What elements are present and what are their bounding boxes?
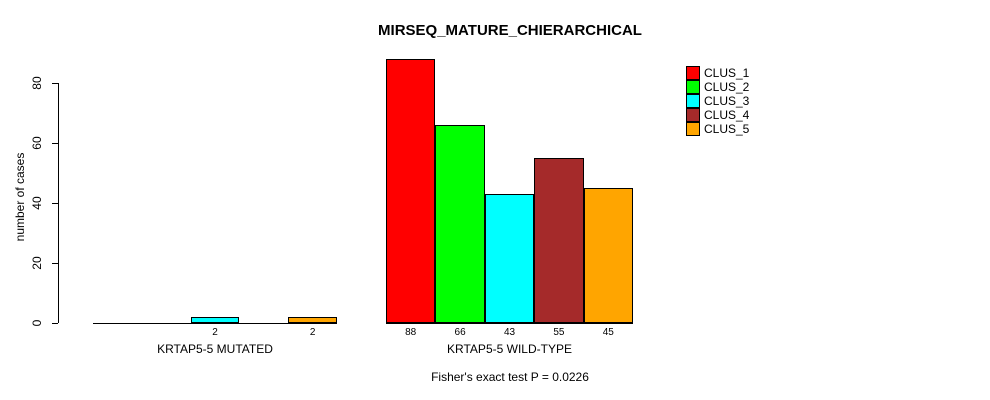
legend-swatch-icon [686, 122, 700, 136]
y-tick [52, 83, 58, 84]
x-category-label: KRTAP5-5 MUTATED [157, 342, 273, 356]
y-tick-label: 20 [30, 256, 44, 270]
y-tick-label: 60 [30, 136, 44, 150]
y-axis-title: number of cases [13, 152, 27, 242]
y-axis-line [58, 83, 59, 323]
y-tick-label: 40 [30, 196, 44, 210]
y-tick-label: 0 [30, 319, 44, 327]
legend-label: CLUS_1 [704, 66, 750, 80]
legend-swatch-icon [686, 66, 700, 80]
chart-title: MIRSEQ_MATURE_CHIERARCHICAL [378, 22, 642, 39]
y-tick [52, 263, 58, 264]
bar-clus_2-wild-type [435, 125, 485, 323]
bar-clus_1-wild-type [386, 59, 436, 323]
bar-value-label: 88 [405, 327, 417, 338]
bar-value-label: 43 [503, 327, 516, 338]
legend-swatch-icon [686, 108, 700, 122]
bar-value-label: 2 [212, 327, 218, 338]
group-baseline [386, 323, 633, 324]
y-tick [52, 203, 58, 204]
bar-value-label: 45 [602, 327, 614, 338]
bar-value-label: 55 [553, 327, 565, 338]
bar-value-label: 66 [454, 327, 466, 338]
legend-label: CLUS_5 [704, 122, 750, 136]
y-tick [52, 323, 58, 324]
bar-value-label: 2 [309, 327, 316, 338]
legend-swatch-icon [686, 94, 700, 108]
y-tick-label: 80 [30, 76, 44, 90]
bar-clus_4-wild-type [534, 158, 584, 323]
group-baseline [93, 323, 337, 324]
legend-swatch-icon [686, 80, 700, 94]
legend-label: CLUS_2 [704, 80, 750, 94]
bar-clus_5-mutated [288, 317, 337, 323]
x-category-label: KRTAP5-5 WILD-TYPE [447, 342, 572, 356]
legend-label: CLUS_4 [704, 108, 750, 122]
y-tick [52, 143, 58, 144]
bar-clus_3-mutated [190, 317, 240, 323]
bar-clus_3-wild-type [484, 194, 535, 323]
legend-label: CLUS_3 [704, 94, 750, 108]
fisher-test-annotation: Fisher's exact test P = 0.0226 [431, 370, 589, 384]
bar-clus_5-wild-type [583, 188, 633, 323]
